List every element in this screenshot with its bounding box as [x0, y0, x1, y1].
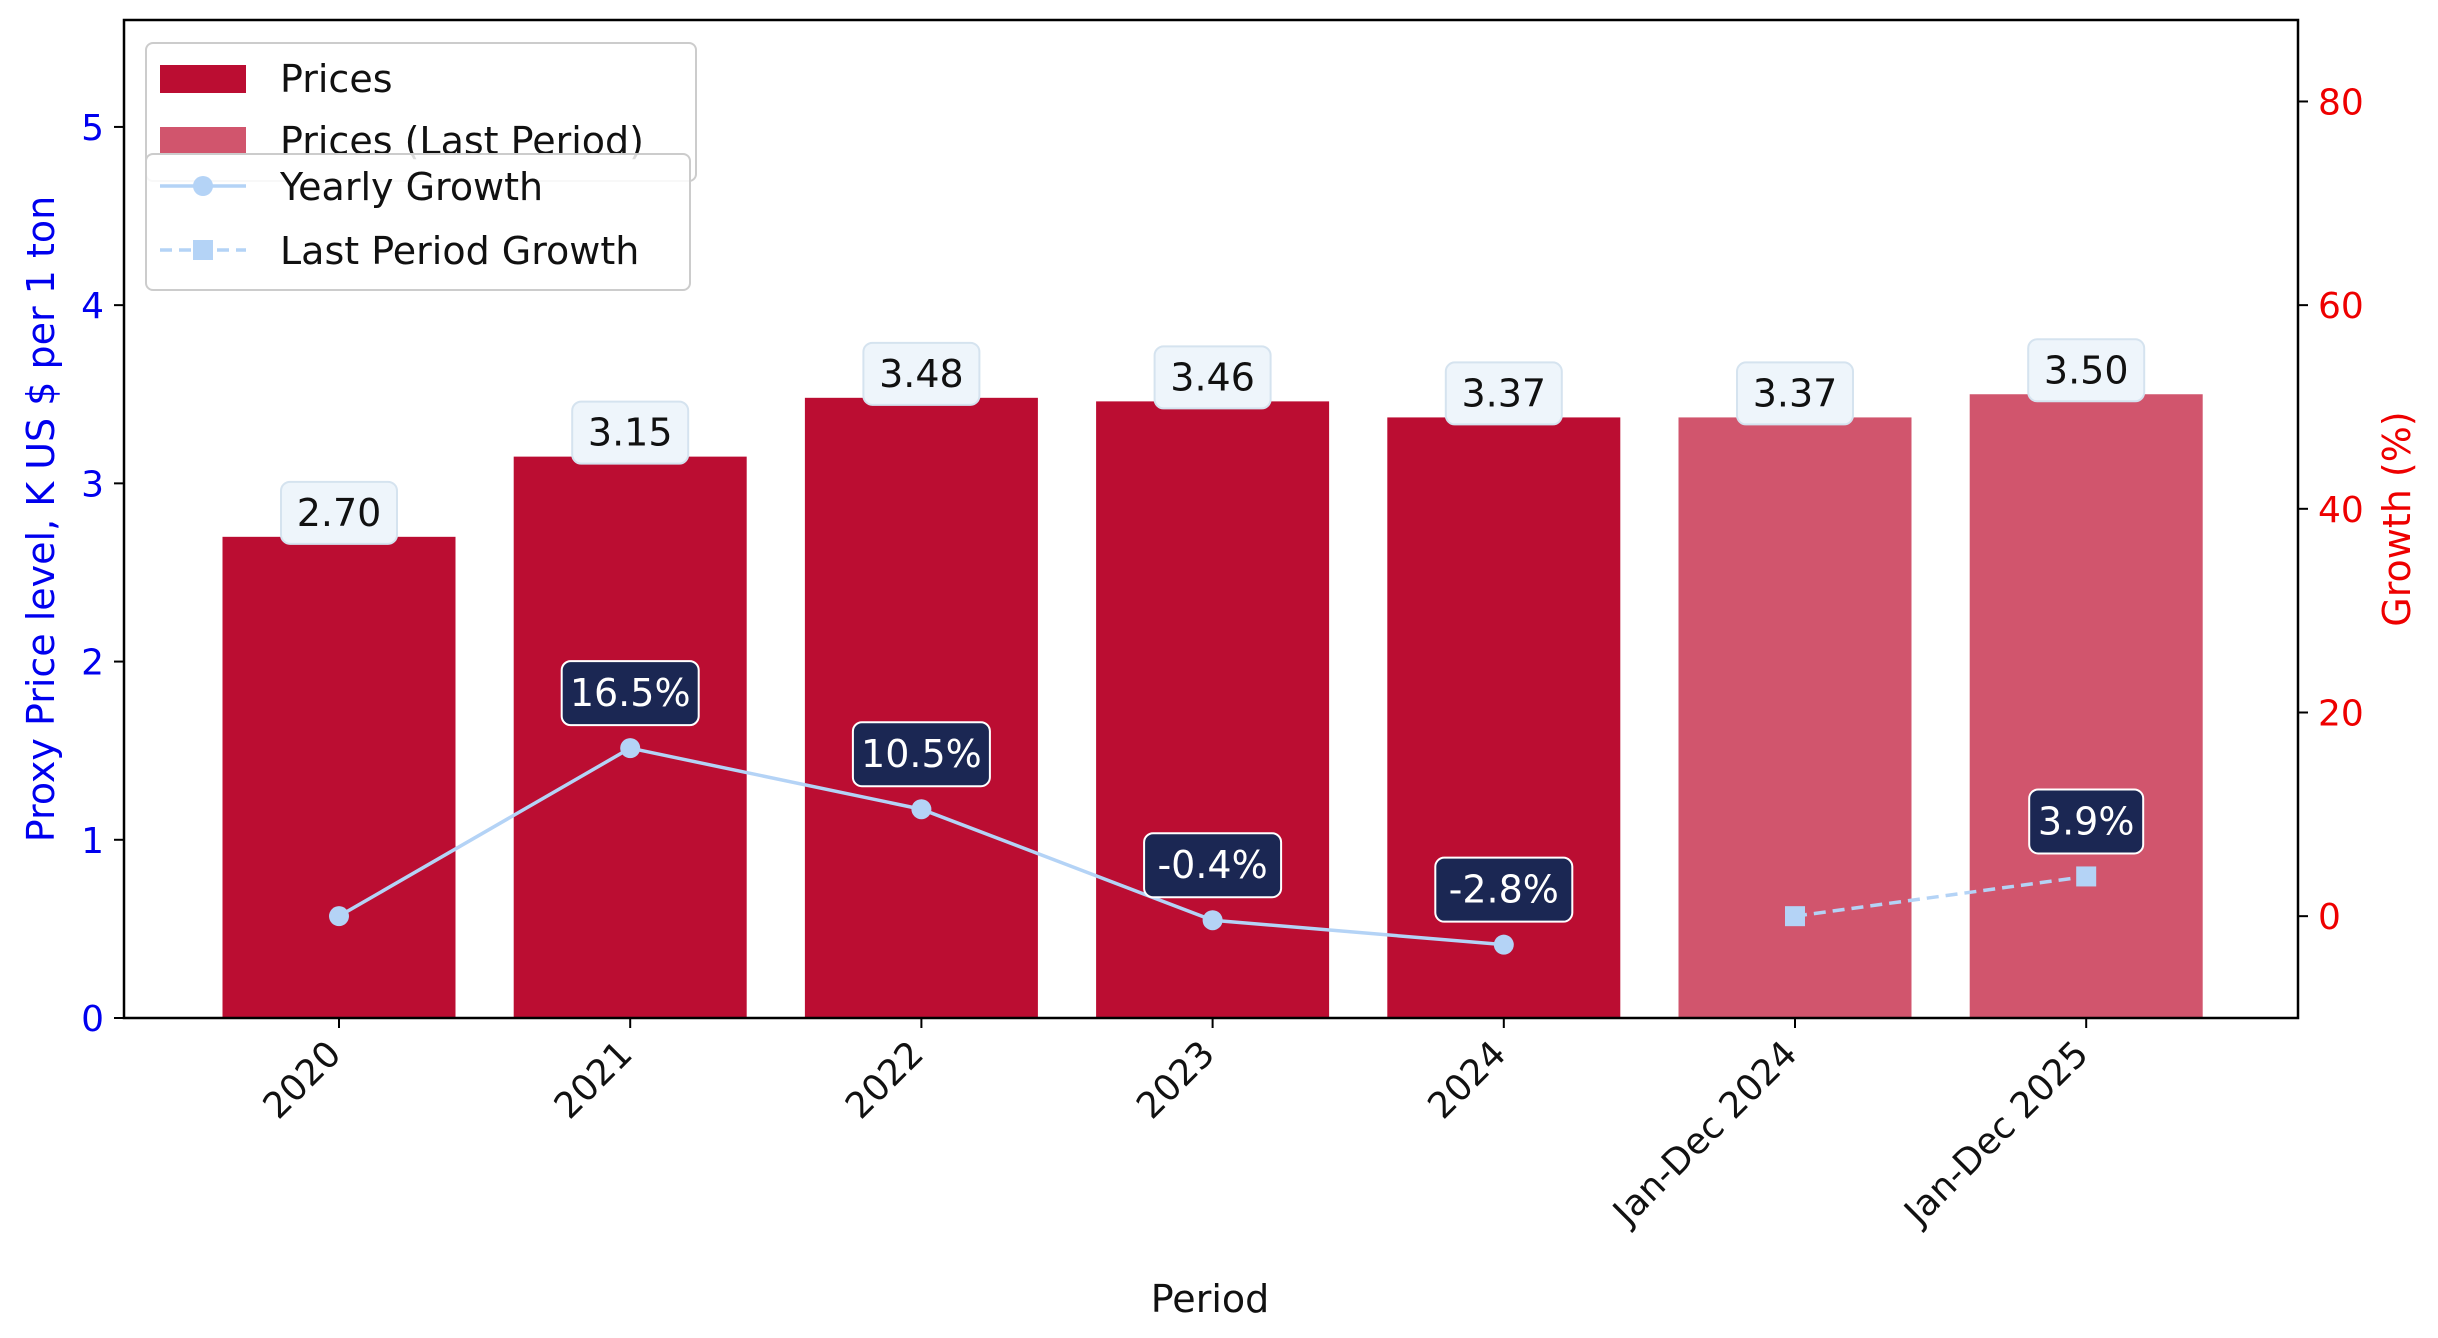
x-tick-label: 2024 — [1420, 1033, 1514, 1127]
legend-label: Prices — [280, 57, 393, 101]
x-tick-label: Jan-Dec 2025 — [1896, 1033, 2097, 1234]
plot-frame — [122, 18, 2300, 1020]
growth-data-label: 10.5% — [861, 732, 982, 776]
price-label-box — [1736, 361, 1854, 426]
legend-swatch — [160, 127, 246, 155]
price-bar — [513, 456, 747, 1018]
x-axis-title: Period — [1151, 1277, 1270, 1321]
x-tick-label: 2022 — [838, 1033, 932, 1127]
data-labels-layer: 2.70 3.15 3.48 3.46 3.37 3.37 3.50 16.5% 10.5% -0… — [280, 338, 2146, 923]
right-y-tick-label: 0 — [2318, 897, 2341, 938]
price-data-label: 3.37 — [1753, 371, 1838, 415]
price-label-box — [280, 480, 398, 545]
growth-data-label: 16.5% — [570, 671, 691, 715]
last-period-growth-line — [1794, 874, 2087, 918]
left-y-tick-label: 5 — [81, 108, 104, 149]
price-bar — [1387, 417, 1621, 1018]
price-data-label: 3.48 — [879, 352, 964, 396]
price-label-box — [1444, 361, 1563, 426]
left-y-axis-title: Proxy Price level, K US $ per 1 ton — [19, 196, 63, 842]
right-y-axis-title: Growth (%) — [2375, 411, 2419, 626]
price-last-period-bar — [1969, 394, 2203, 1018]
price-label-box — [2027, 338, 2146, 403]
growth-marker-circle — [911, 799, 932, 820]
left-y-tick-label: 0 — [81, 999, 104, 1040]
price-label-box — [1153, 345, 1272, 410]
x-tick-label: Jan-Dec 2024 — [1604, 1033, 1805, 1234]
right-y-tick-label: 60 — [2318, 286, 2364, 327]
price-data-label: 3.15 — [588, 411, 673, 455]
growth-lines-layer — [329, 738, 2097, 955]
legend-lines-box — [145, 153, 691, 291]
legend-swatch — [160, 65, 246, 93]
price-last-period-bar — [1678, 417, 1912, 1018]
growth-data-label: 3.9% — [2038, 799, 2135, 843]
right-y-tick-label: 40 — [2318, 490, 2364, 531]
left-y-tick-label: 4 — [81, 286, 104, 327]
price-data-label: 2.70 — [297, 491, 382, 535]
price-data-label: 3.37 — [1461, 371, 1546, 415]
legend-marker-circle — [193, 176, 213, 196]
left-y-tick-label: 3 — [81, 464, 104, 505]
right-y-tick-label: 20 — [2318, 693, 2364, 734]
growth-label-box — [1434, 856, 1574, 923]
left-y-tick-label: 2 — [81, 643, 104, 684]
x-tick-label: 2023 — [1129, 1033, 1223, 1127]
legend-label: Yearly Growth — [279, 165, 543, 209]
growth-data-label: -0.4% — [1157, 843, 1267, 887]
growth-marker-circle — [620, 738, 641, 759]
legend-label: Last Period Growth — [280, 229, 639, 273]
growth-marker-square — [1785, 906, 1805, 927]
price-bar — [804, 397, 1038, 1018]
price-label-box — [571, 400, 690, 465]
price-bar — [222, 536, 456, 1018]
price-data-label: 3.46 — [1170, 355, 1255, 399]
growth-label-box — [1143, 832, 1283, 899]
growth-marker-circle — [1493, 934, 1514, 955]
price-data-label: 3.50 — [2044, 348, 2129, 392]
growth-marker-circle — [1202, 910, 1223, 931]
right-y-tick-label: 80 — [2318, 82, 2364, 123]
growth-marker-square — [2076, 866, 2097, 887]
growth-label-box — [2028, 788, 2145, 855]
growth-data-label: -2.8% — [1449, 868, 1559, 912]
price-label-box — [862, 341, 981, 406]
growth-marker-circle — [329, 906, 349, 927]
legend-marker-square — [193, 240, 213, 260]
growth-label-box — [851, 721, 991, 788]
left-y-tick-label: 1 — [81, 821, 104, 862]
x-tick-label: 2021 — [547, 1033, 641, 1127]
growth-label-box — [560, 660, 700, 727]
x-tick-label: 2020 — [256, 1033, 350, 1127]
